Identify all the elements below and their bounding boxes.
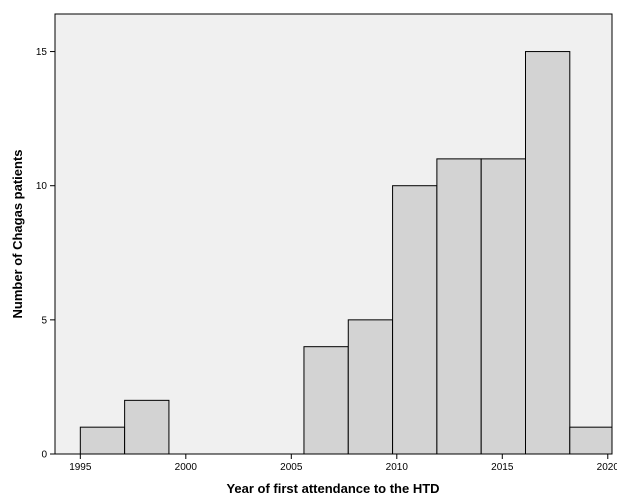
x-tick-label: 1995 xyxy=(69,462,92,473)
y-axis-title: Number of Chagas patients xyxy=(10,149,25,318)
y-axis: 0 5 10 15 xyxy=(36,47,55,461)
histogram-bar xyxy=(347,319,394,455)
x-tick-label: 2010 xyxy=(386,462,409,473)
x-axis: 1995 2000 2005 2010 2015 2020 xyxy=(69,454,617,473)
y-tick-label: 5 xyxy=(41,315,47,326)
x-axis-title: Year of first attendance to the HTD xyxy=(226,481,439,496)
histogram-bar xyxy=(79,426,126,455)
histogram-bar xyxy=(303,346,349,455)
x-tick-label: 2015 xyxy=(491,462,514,473)
histogram-bar xyxy=(392,185,438,455)
x-tick-label: 2005 xyxy=(280,462,303,473)
histogram-bar xyxy=(124,399,170,455)
y-tick-label: 0 xyxy=(41,450,47,461)
x-tick-label: 2000 xyxy=(175,462,198,473)
histogram-bar xyxy=(480,158,526,455)
y-tick-label: 10 xyxy=(36,181,48,192)
histogram-bar xyxy=(436,158,482,455)
histogram-bar xyxy=(569,426,613,455)
histogram-bar xyxy=(524,51,571,455)
y-tick-label: 15 xyxy=(36,47,48,58)
x-tick-label: 2020 xyxy=(597,462,617,473)
bars-group xyxy=(79,51,613,455)
